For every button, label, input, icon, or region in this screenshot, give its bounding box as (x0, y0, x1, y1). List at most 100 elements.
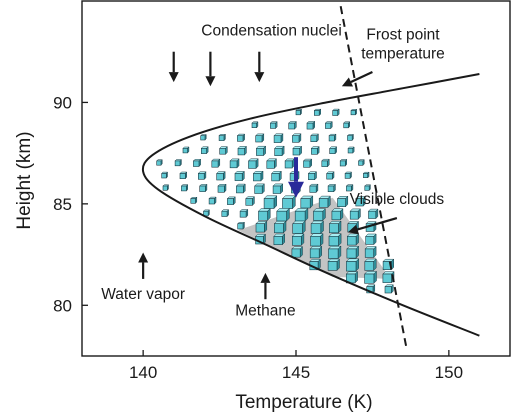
x-tick-label: 150 (435, 363, 463, 382)
ice-particle (216, 170, 226, 181)
ice-particle (229, 158, 240, 169)
chart-text-layer: Temperature (K) Height (km) Condensation n… (14, 22, 445, 413)
ice-particle (382, 258, 395, 271)
annotation-0-arrow (205, 51, 216, 87)
ice-particle (327, 183, 337, 193)
ice-particle (255, 133, 265, 143)
ice-particle (273, 233, 286, 246)
x-tick-label: 145 (282, 363, 310, 382)
ice-particle (291, 233, 305, 247)
ice-particle (292, 145, 303, 156)
ice-particle (245, 196, 256, 206)
ice-particle (174, 158, 183, 167)
ice-particle (237, 145, 247, 156)
ice-particle (306, 120, 316, 130)
ice-particle (332, 108, 340, 117)
ice-particle (362, 171, 370, 179)
ice-particle (255, 220, 268, 233)
ice-particle (247, 158, 259, 170)
ice-particle (235, 183, 246, 194)
ice-particle (364, 245, 377, 259)
ice-particle (226, 196, 236, 206)
ice-particle (312, 207, 327, 222)
ice-particle (272, 183, 284, 195)
annotation-0-arrow (254, 51, 265, 83)
axis-ticks-layer: 140 145 150 80 85 90 (53, 93, 463, 382)
ice-particle (254, 183, 265, 195)
ice-particle (345, 271, 359, 284)
ice-particle (180, 183, 189, 192)
ice-particle (310, 133, 320, 143)
ice-particle (309, 245, 323, 259)
ice-particle (344, 171, 353, 180)
ice-particle (182, 146, 190, 154)
ice-particle (219, 145, 228, 155)
ice-particle (271, 170, 282, 182)
ice-particle (288, 120, 297, 130)
ice-particle (364, 184, 372, 192)
ice-particle (252, 170, 264, 182)
ice-particle (309, 258, 322, 271)
ice-particle (329, 146, 338, 155)
annotation-3-arrow (138, 252, 149, 279)
ice-particle (284, 158, 295, 169)
ice-particle (363, 270, 378, 284)
ice-particle (365, 233, 377, 246)
ice-particle (309, 183, 319, 194)
annotation-0-label: Condensation nuclei (201, 22, 341, 39)
y-tick-label: 80 (53, 296, 72, 315)
ice-particle (328, 233, 342, 247)
ice-particle (326, 171, 335, 180)
ice-particle (217, 183, 227, 193)
annotation-arrows-layer (138, 51, 398, 300)
ice-particle (273, 133, 284, 144)
ice-particle (234, 170, 245, 182)
ice-particle (161, 171, 169, 179)
ice-particle (294, 207, 309, 222)
ice-particle (357, 158, 365, 166)
ice-particle (347, 146, 355, 154)
ice-particle (300, 195, 314, 209)
ice-particle (331, 208, 344, 221)
ice-particle (346, 245, 360, 259)
ice-particle (274, 145, 285, 157)
ice-particle (328, 133, 337, 142)
ice-particle (218, 133, 227, 142)
ice-particle (208, 196, 217, 205)
ice-particles-layer (156, 108, 395, 294)
ice-particle (257, 207, 271, 221)
ice-particle (200, 133, 207, 141)
annotation-4-arrow (260, 272, 271, 300)
ice-particle (367, 208, 379, 220)
annotation-3-label: Water vapor (101, 286, 185, 303)
annotation-0-arrow (168, 51, 179, 83)
ice-particle (263, 195, 278, 210)
ice-particle (345, 183, 354, 192)
ice-particle (310, 220, 325, 235)
ice-particle (192, 158, 202, 167)
y-axis-title: Height (km) (14, 131, 35, 229)
ice-particle (346, 133, 355, 141)
ice-particle (350, 108, 358, 116)
annotation-4-label: Methane (235, 302, 295, 319)
ice-particle (327, 258, 341, 272)
y-tick-label: 85 (53, 195, 72, 214)
highlight-arrow (288, 157, 304, 198)
ice-particle (355, 195, 366, 207)
ice-particle (292, 220, 306, 235)
y-tick-label: 90 (53, 93, 72, 112)
ice-particle (291, 245, 304, 258)
ice-particle (200, 146, 209, 155)
ice-particle (328, 220, 342, 234)
ice-particle (309, 232, 324, 247)
ice-particle (291, 133, 302, 143)
ice-particle (236, 133, 246, 142)
ice-particle (221, 209, 230, 218)
ice-particle (336, 195, 349, 208)
ice-particle (339, 158, 348, 167)
ice-particle (269, 120, 278, 130)
ice-particle (302, 158, 313, 168)
ice-particle (327, 245, 342, 260)
annotation-2-arrow (347, 217, 398, 235)
